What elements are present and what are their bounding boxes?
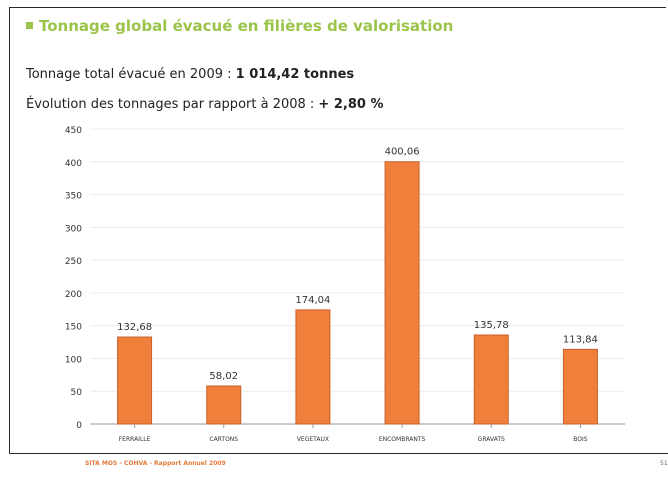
section-title: Tonnage global évacué en filières de val…	[26, 17, 453, 35]
evolution-line: Évolution des tonnages par rapport à 200…	[26, 97, 383, 112]
bar-gravats	[473, 334, 509, 425]
total-tonnage-line: Tonnage total évacué en 2009 : 1 014,42 …	[26, 67, 354, 82]
total-tonnage-label: Tonnage total évacué en 2009 :	[26, 67, 236, 82]
data-label-bois: 113,84	[563, 334, 598, 345]
data-label-ferraille: 132,68	[117, 322, 152, 333]
page-rule	[9, 453, 668, 454]
x-tick-label-cartons: CARTONS	[209, 436, 238, 443]
evolution-value: + 2,80 %	[318, 97, 384, 112]
bar-encombrants	[384, 161, 420, 425]
bar-ferraille	[117, 336, 153, 425]
x-tick-label-bois: BOIS	[573, 436, 588, 443]
data-label-cartons: 58,02	[209, 371, 238, 382]
bar-vegetaux	[295, 309, 331, 425]
y-tick-label-9: 450	[65, 126, 82, 136]
y-tick-label-3: 150	[65, 323, 82, 333]
total-tonnage-value: 1 014,42 tonnes	[235, 67, 355, 82]
y-tick-label-7: 350	[65, 192, 82, 202]
footer-caption: SITA MOS - COHVA - Rapport Annuel 2009	[85, 460, 226, 467]
y-tick-label-1: 50	[71, 388, 83, 398]
bar-bois	[562, 348, 598, 425]
evolution-label: Évolution des tonnages par rapport à 200…	[26, 97, 319, 112]
x-tick-label-gravats: GRAVATS	[478, 436, 505, 443]
x-tick-label-ferraille: FERRAILLE	[119, 436, 151, 443]
y-tick-label-2: 100	[65, 355, 82, 365]
data-label-gravats: 135,78	[474, 320, 509, 331]
y-tick-label-6: 300	[65, 224, 82, 234]
data-label-vegetaux: 174,04	[295, 295, 330, 306]
y-tick-label-0: 0	[76, 421, 82, 431]
bar-cartons	[206, 385, 242, 425]
y-tick-label-5: 250	[65, 257, 82, 267]
page-number: 51	[660, 460, 668, 467]
figure-frame	[9, 7, 666, 454]
x-tick-label-encombrants: ENCOMBRANTS	[379, 436, 426, 443]
y-tick-label-8: 400	[65, 159, 82, 169]
square-bullet-icon	[26, 22, 33, 29]
x-tick-label-vegetaux: VEGETAUX	[297, 436, 329, 443]
section-title-text: Tonnage global évacué en filières de val…	[39, 17, 454, 35]
y-tick-label-4: 200	[65, 290, 82, 300]
data-label-encombrants: 400,06	[385, 147, 420, 158]
